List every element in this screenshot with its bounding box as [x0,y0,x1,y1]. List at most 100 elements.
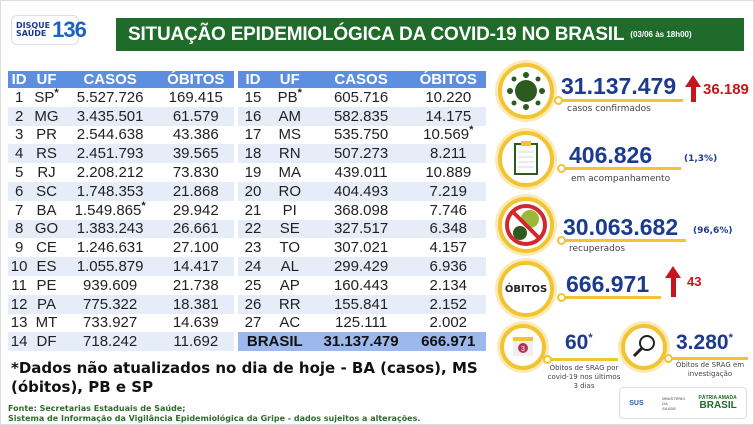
uf: PB [277,88,298,106]
cell-obitos: 2.152 [410,294,486,314]
monitoring-value: 406.826 [569,142,653,168]
obitos: 21.868 [172,182,219,200]
arrow-up-icon-shaft [671,277,676,297]
cell-obitos: 73.830 [158,163,234,182]
obitos: 10.569 [423,126,470,144]
obitos: 2.002 [429,314,468,332]
cell-obitos: 27.100 [158,238,234,257]
column-header: ÓBITOS [157,71,234,88]
cell-obitos: 14.417 [157,257,234,276]
table-row: 20 RO 404.493 7.219 [238,181,486,201]
asterisk: * [469,124,474,137]
cell-casos: 605.716 [312,88,411,107]
cell-obitos: 61.579 [157,106,234,126]
cell-obitos: 6.348 [410,219,486,239]
obitos: 2.152 [429,295,468,313]
casos: 5.527.726 [76,88,144,106]
brasil-motto: PÁTRIA AMADA [698,394,737,401]
srag-inv-number: 3.280 [676,331,729,354]
uf: PR [36,126,57,144]
total-obitos: 666.971 [410,332,486,352]
cell-obitos: 169.415 [158,88,234,107]
total-label: BRASIL [238,332,312,352]
column-header: ÓBITOS [410,71,486,88]
obitos: 7.746 [429,201,468,219]
cell-id: 26 [238,294,268,314]
cell-uf: PA [30,294,63,314]
cell-uf: PE [30,276,62,295]
states-table-right: ID UF CASOS ÓBITOS 15 PB* 605.716 10.220 16 AM 582… [238,71,486,352]
cell-casos: 404.493 [311,181,411,201]
cell-casos: 307.021 [312,238,411,257]
uf: ES [36,258,57,276]
srag3-label: Óbitos de SRAG por covid-19 nos últimos … [547,364,621,390]
obitos: 29.942 [172,201,219,219]
cell-obitos: 8.211 [410,144,486,164]
table-row: 10 ES 1.055.879 14.417 [8,257,234,276]
table-row: 4 RS 2.451.793 39.565 [8,144,234,164]
uf: AL [280,258,299,276]
cell-casos: 1.246.631 [63,238,158,257]
cell-casos: 507.273 [311,144,411,164]
cell-id: 25 [244,276,262,294]
table-row: 1 SP* 5.527.726 169.415 [8,87,234,107]
casos: 439.011 [334,164,388,182]
cell-casos: 299.429 [311,257,411,276]
casos: 582.835 [333,107,389,125]
srag3-number: 60 [565,331,589,354]
cell-uf: AC [268,314,312,333]
cell-uf: AP [268,276,312,295]
table-row: 12 PA 775.322 18.381 [8,294,234,314]
cell-id: 8 [8,219,31,239]
table-row: 24 AL 299.429 6.936 [238,257,486,276]
cell-id: 10 [8,257,31,276]
cell-id: 4 [8,144,31,164]
casos: 718.242 [83,333,138,351]
cell-casos: 125.111 [312,314,411,333]
table-row: 13 MT 733.927 14.639 [8,314,234,333]
total-casos: 31.137.479 [311,332,411,352]
page-title: SITUAÇÃO EPIDEMIOLÓGICA DA COVID-19 NO B… [128,23,625,45]
table-row: 21 PI 368.098 7.746 [238,201,486,220]
uf: MS [278,126,302,144]
uf: TO [279,239,301,257]
asterisk: * [141,199,146,212]
recovered-label: recuperados [569,244,626,254]
cell-uf: SP* [30,87,62,107]
divider [561,296,661,299]
cell-uf: AM [267,106,312,126]
report-date: (03/06 às 18h00) [630,30,692,39]
cell-casos: 368.098 [312,201,411,220]
casos: 299.429 [333,258,389,276]
cell-uf: BA [30,201,62,220]
casos: 733.927 [83,314,138,332]
uf: RN [278,145,301,163]
obitos: 26.661 [172,220,219,238]
column-header: ID [238,71,268,88]
divider [668,357,748,360]
obitos: 14.417 [172,258,219,276]
cell-obitos: 43.386 [158,126,234,145]
srag-inv-label: Óbitos de SRAG em investigação [675,361,745,378]
table-row: 18 RN 507.273 8.211 [238,144,486,164]
column-header: CASOS [311,71,411,88]
cell-casos: 718.242 [62,332,158,352]
total-row: BRASIL 31.137.479 666.971 [238,332,486,352]
states-table-left: ID UF CASOS ÓBITOS 1 SP* 5.527.726 169.415 2 MG 3.… [8,71,234,352]
cell-uf: GO [30,219,63,239]
asterisk: * [588,332,593,344]
obitos: 6.936 [429,258,468,276]
cell-uf: AL [267,257,312,276]
casos: 368.098 [333,201,389,219]
divider [546,358,618,361]
uf: RS [36,145,57,163]
cell-uf: RS [30,144,63,164]
cell-uf: SE [267,219,312,239]
table-row: 8 GO 1.383.243 26.661 [8,219,234,239]
casos: 2.544.638 [76,126,144,144]
uf: AM [278,107,302,125]
clipboard-icon [498,131,554,187]
cell-id: 16 [238,106,268,126]
divider-dot [557,164,566,173]
table-row: 11 PE 939.609 21.738 [8,276,234,295]
